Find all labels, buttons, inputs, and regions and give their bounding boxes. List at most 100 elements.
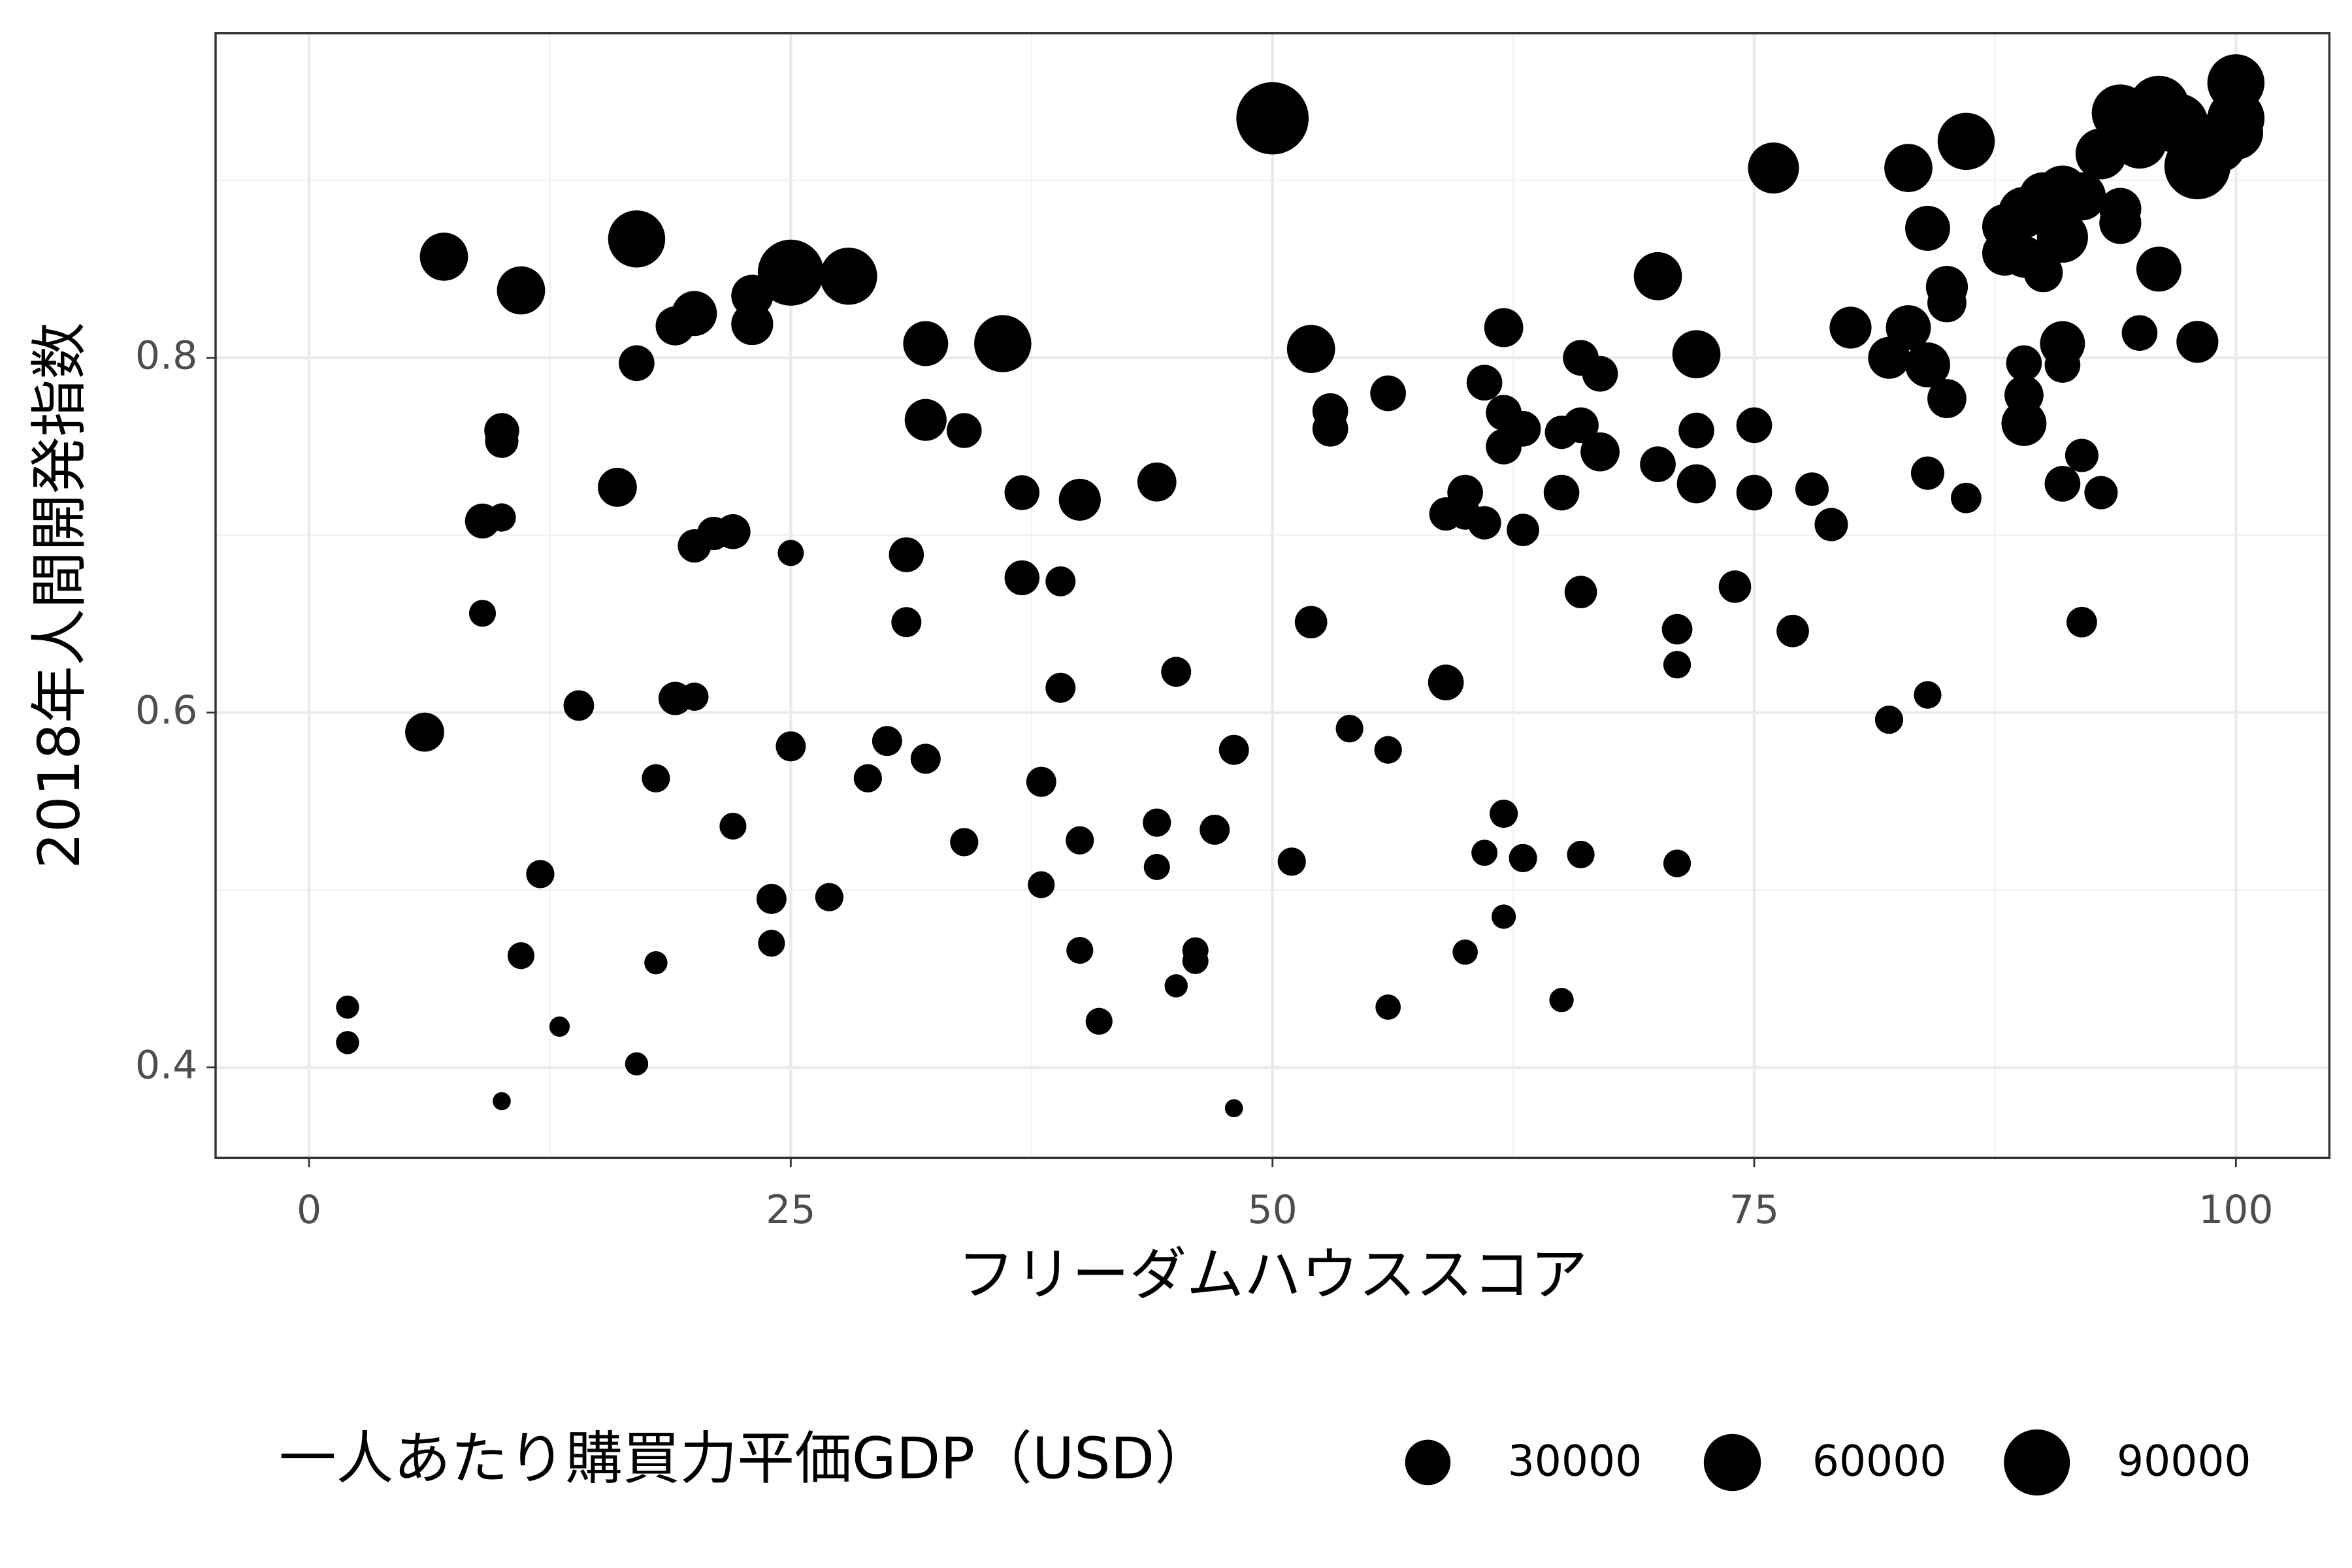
point: [1507, 514, 1539, 546]
point: [1045, 566, 1076, 596]
point: [1549, 988, 1574, 1013]
point: [1829, 306, 1872, 349]
points: [336, 54, 2265, 1118]
point: [1374, 736, 1402, 764]
point: [719, 812, 747, 840]
point: [1663, 849, 1691, 877]
point: [2044, 466, 2081, 502]
point: [1471, 840, 1498, 866]
point: [598, 468, 637, 507]
point: [1567, 840, 1595, 869]
point: [757, 239, 824, 306]
point: [903, 321, 949, 367]
point: [526, 860, 555, 889]
point: [336, 995, 359, 1019]
point: [1164, 974, 1188, 998]
point: [1776, 614, 1809, 647]
point: [2121, 315, 2158, 351]
point: [1814, 508, 1848, 542]
point: [1467, 506, 1501, 540]
point: [493, 1092, 511, 1111]
point: [1218, 734, 1249, 765]
point: [758, 930, 785, 957]
legend-title: 一人あたり購買力平価GDP（USD）: [279, 1425, 1212, 1492]
point: [1286, 325, 1335, 373]
point: [1491, 904, 1516, 929]
point: [1466, 365, 1503, 401]
point: [619, 345, 655, 382]
legend-key: [2004, 1429, 2070, 1496]
point: [2044, 347, 2081, 383]
point: [1137, 462, 1177, 502]
point: [1748, 142, 1799, 194]
point: [1564, 576, 1597, 608]
point: [1200, 814, 1230, 845]
point: [1277, 847, 1306, 876]
point: [2036, 211, 2088, 263]
point: [625, 1052, 649, 1076]
legend-key: [1405, 1439, 1451, 1486]
point: [1045, 672, 1076, 703]
x-axis-title: フリーダムハウススコア: [957, 1241, 1588, 1308]
point: [815, 883, 843, 911]
point: [1335, 715, 1364, 743]
point: [1375, 994, 1401, 1020]
point: [468, 600, 497, 627]
point: [644, 951, 668, 975]
x-tick-label: 25: [766, 1187, 815, 1233]
point: [1795, 472, 1829, 506]
point: [419, 233, 468, 281]
point: [1509, 843, 1537, 873]
point: [1633, 252, 1682, 301]
point: [336, 1031, 359, 1054]
point: [1004, 560, 1040, 596]
point: [1736, 407, 1772, 444]
point: [1004, 475, 1040, 510]
point: [872, 726, 902, 757]
point: [2023, 253, 2063, 293]
point: [731, 302, 774, 346]
point: [1452, 939, 1478, 965]
point: [853, 764, 882, 792]
point: [2065, 438, 2099, 472]
point: [1951, 482, 1982, 514]
point: [1678, 412, 1714, 449]
point: [608, 210, 666, 268]
point: [642, 764, 670, 792]
point: [485, 424, 519, 458]
legend-label: 90000: [2117, 1437, 2251, 1486]
point: [820, 248, 877, 305]
point: [1672, 330, 1721, 379]
point: [1927, 283, 1967, 323]
x-tick-label: 0: [297, 1187, 321, 1233]
point: [1661, 613, 1693, 645]
y-tick-label: 0.6: [135, 687, 197, 733]
point: [1066, 826, 1094, 855]
point: [2066, 606, 2097, 638]
point: [549, 1016, 570, 1037]
point: [2057, 172, 2106, 221]
point: [1884, 144, 1933, 192]
point: [497, 266, 546, 315]
y-tick-label: 0.4: [135, 1042, 197, 1088]
point: [2176, 321, 2219, 363]
x-tick-label: 50: [1248, 1187, 1298, 1233]
legend-label: 30000: [1508, 1437, 1642, 1486]
point: [1580, 432, 1620, 472]
point: [1543, 474, 1580, 511]
point: [1914, 681, 1942, 709]
point: [1143, 808, 1171, 837]
point: [2006, 345, 2042, 382]
point: [777, 540, 804, 566]
point: [1236, 82, 1309, 155]
point: [1874, 705, 1904, 734]
point: [1927, 379, 1967, 419]
y-axis-title: 2018年人間開発指数: [26, 322, 93, 869]
point: [1161, 657, 1192, 687]
point: [1582, 355, 1618, 392]
point: [1663, 651, 1691, 679]
point: [891, 607, 922, 638]
point: [756, 883, 787, 914]
